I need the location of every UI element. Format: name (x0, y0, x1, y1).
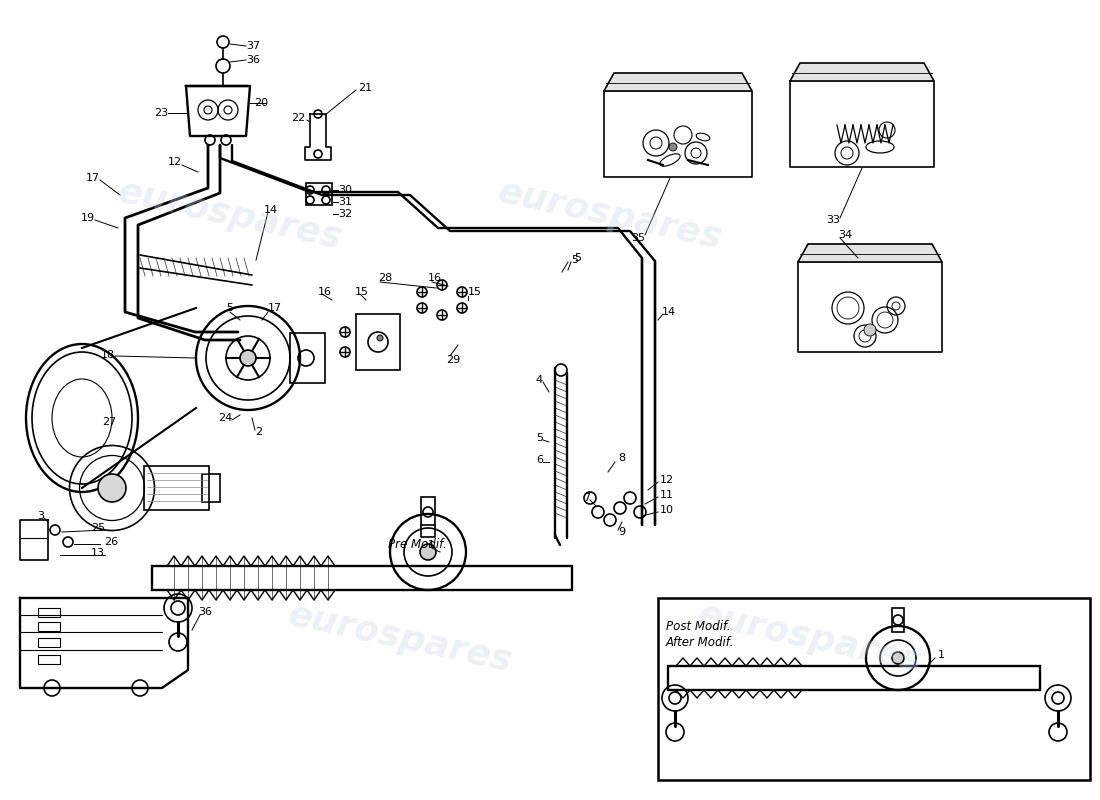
Bar (658, 598, 1090, 780)
Text: 9: 9 (618, 527, 625, 537)
Text: 15: 15 (355, 287, 368, 297)
Bar (39, 655, 60, 664)
Bar (290, 333, 324, 383)
Text: 1: 1 (938, 650, 945, 660)
Text: 5: 5 (536, 433, 543, 443)
Polygon shape (798, 244, 942, 262)
Text: 37: 37 (246, 41, 260, 51)
Text: 36: 36 (198, 607, 212, 617)
Bar (356, 314, 400, 370)
Text: 17: 17 (86, 173, 100, 183)
Text: 25: 25 (91, 523, 104, 533)
Text: 33: 33 (826, 215, 840, 225)
Text: 17: 17 (268, 303, 282, 313)
Bar (892, 608, 904, 632)
Text: 5: 5 (226, 303, 233, 313)
Text: 8: 8 (618, 453, 625, 463)
Text: 23: 23 (154, 108, 168, 118)
Text: 5: 5 (574, 253, 581, 263)
Text: 24: 24 (218, 413, 232, 423)
Bar (39, 622, 60, 631)
Circle shape (669, 143, 676, 151)
Bar (668, 666, 1040, 690)
Text: 28: 28 (378, 273, 393, 283)
Text: 7: 7 (583, 493, 590, 503)
Text: 21: 21 (358, 83, 372, 93)
Text: eurospares: eurospares (695, 598, 925, 678)
Text: 36: 36 (246, 55, 260, 65)
Text: 34: 34 (838, 230, 853, 240)
Text: 18: 18 (101, 350, 116, 360)
Text: 10: 10 (660, 505, 674, 515)
Circle shape (864, 324, 876, 336)
Text: 11: 11 (660, 490, 674, 500)
Text: 16: 16 (318, 287, 332, 297)
Text: 5: 5 (571, 255, 578, 265)
Text: eurospares: eurospares (495, 174, 725, 255)
Text: 27: 27 (102, 417, 117, 427)
Text: 32: 32 (338, 209, 352, 219)
Text: 22: 22 (290, 113, 305, 123)
Text: 2: 2 (255, 427, 262, 437)
Bar (202, 474, 220, 502)
Bar (144, 466, 209, 510)
Text: After Modif.: After Modif. (666, 635, 735, 649)
Bar (421, 497, 434, 525)
Text: 29: 29 (446, 355, 460, 365)
Text: 19: 19 (81, 213, 95, 223)
Text: 16: 16 (428, 273, 442, 283)
Text: 13: 13 (91, 548, 104, 558)
Bar (39, 608, 60, 617)
Text: 14: 14 (662, 307, 676, 317)
Bar (306, 183, 332, 205)
Circle shape (377, 335, 383, 341)
Text: 20: 20 (254, 98, 268, 108)
Text: 35: 35 (631, 233, 645, 243)
Text: 12: 12 (660, 475, 674, 485)
Circle shape (892, 652, 904, 664)
Circle shape (240, 350, 256, 366)
Text: 1: 1 (428, 540, 435, 550)
Polygon shape (604, 73, 752, 91)
Text: Post Modif.: Post Modif. (666, 619, 730, 633)
Circle shape (98, 474, 126, 502)
Bar (152, 566, 572, 590)
Text: 26: 26 (103, 537, 118, 547)
Text: 6: 6 (536, 455, 543, 465)
Text: 15: 15 (468, 287, 482, 297)
Polygon shape (790, 63, 934, 81)
Text: 30: 30 (338, 185, 352, 195)
Text: eurospares: eurospares (114, 174, 345, 255)
Text: Pre Modif.: Pre Modif. (388, 538, 447, 551)
Text: 12: 12 (168, 157, 182, 167)
Bar (39, 638, 60, 647)
Text: 31: 31 (338, 197, 352, 207)
Circle shape (420, 544, 436, 560)
Text: 4: 4 (536, 375, 543, 385)
Text: 3: 3 (37, 511, 44, 521)
Text: eurospares: eurospares (285, 598, 515, 678)
Text: 14: 14 (264, 205, 278, 215)
